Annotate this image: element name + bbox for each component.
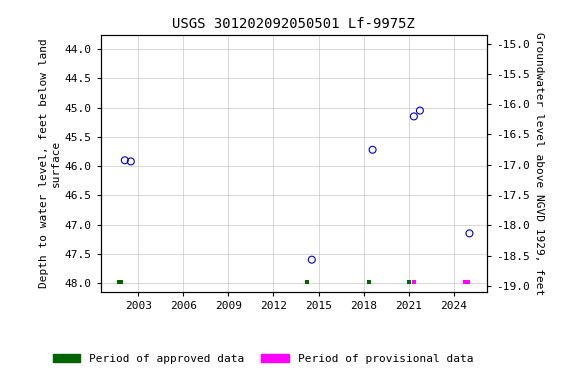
Point [126, 158, 135, 164]
Point [465, 230, 474, 237]
Point [120, 157, 130, 163]
Point [307, 257, 316, 263]
Bar [305, 280, 309, 284]
Y-axis label: Groundwater level above NGVD 1929, feet: Groundwater level above NGVD 1929, feet [534, 31, 544, 295]
Bar [464, 280, 470, 284]
Point [415, 108, 425, 114]
Bar [116, 280, 123, 284]
Point [410, 113, 419, 119]
Bar [407, 280, 411, 284]
Legend: Period of approved data, Period of provisional data: Period of approved data, Period of provi… [52, 354, 473, 364]
Point [368, 147, 377, 153]
Bar [412, 280, 416, 284]
Bar [367, 280, 371, 284]
Y-axis label: Depth to water level, feet below land
surface: Depth to water level, feet below land su… [39, 38, 60, 288]
Title: USGS 301202092050501 Lf-9975Z: USGS 301202092050501 Lf-9975Z [172, 17, 415, 31]
